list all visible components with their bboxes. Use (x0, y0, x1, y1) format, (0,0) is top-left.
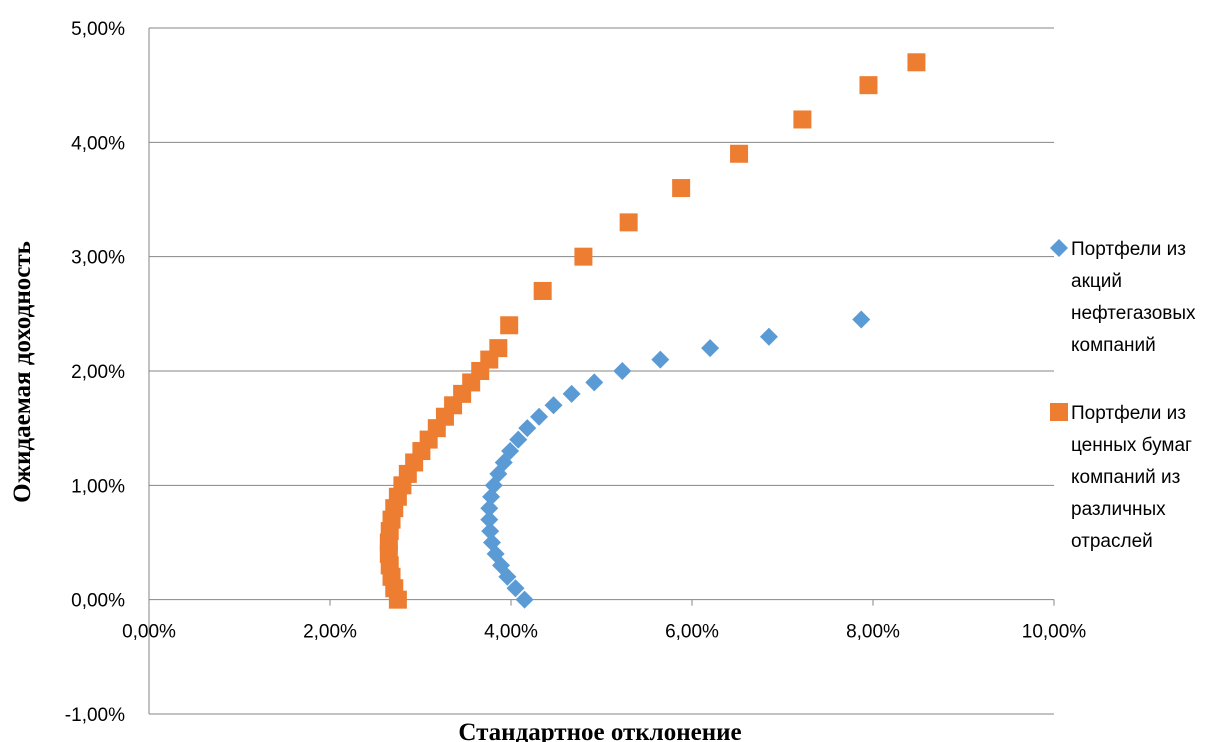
square-point (672, 179, 691, 198)
x-axis-title: Стандартное отклонение (458, 719, 741, 742)
legend-label-line: акций (1071, 271, 1122, 292)
diamond-point (701, 339, 720, 358)
diamond-point (562, 384, 581, 403)
diamond-point (518, 419, 537, 438)
legend-square-marker (1050, 403, 1068, 421)
y-tick-label: -1,00% (65, 705, 125, 726)
diamond-point (585, 373, 604, 392)
y-tick-label: 1,00% (71, 476, 125, 497)
y-tick-label: 5,00% (71, 19, 125, 40)
axes (148, 28, 1055, 714)
diamond-point (506, 579, 525, 598)
x-tick-label: 6,00% (665, 622, 719, 643)
x-tick-label: 4,00% (484, 622, 538, 643)
diamond-point (480, 510, 499, 529)
square-point (500, 316, 519, 335)
gridlines (149, 27, 1054, 715)
diamond-point (852, 310, 871, 329)
legend-label-line: отраслей (1071, 531, 1153, 552)
legend-label-line: различных (1071, 499, 1166, 520)
diamond-point (482, 533, 501, 552)
y-tick-label: 2,00% (71, 362, 125, 383)
diamond-point (481, 522, 500, 541)
legend: Портфели изакцийнефтегазовыхкомпанийПорт… (1050, 239, 1196, 552)
diamond-point (544, 396, 563, 415)
square-point (730, 144, 749, 163)
diamond-point (501, 442, 520, 461)
legend-label-line: Портфели из (1071, 239, 1186, 260)
data-points (379, 53, 926, 609)
square-point (574, 247, 593, 266)
square-point (489, 339, 508, 358)
legend-label-line: компаний из (1071, 467, 1180, 488)
y-axis-title: Ожидаемая доходность (9, 241, 36, 503)
legend-entry-1: Портфели из акций нефтегазовых компаний (1050, 239, 1196, 356)
diamond-point (651, 350, 670, 369)
diamond-point (509, 430, 528, 449)
y-tick-label: 0,00% (71, 591, 125, 612)
legend-label-line: ценных бумаг (1071, 435, 1192, 456)
x-tick-label: 8,00% (846, 622, 900, 643)
y-tick-label: 4,00% (71, 133, 125, 154)
diamond-point (759, 327, 778, 346)
diamond-point (480, 499, 499, 518)
legend-diamond-marker (1050, 239, 1068, 257)
diamond-point (515, 590, 534, 609)
legend-label-line: Портфели из (1071, 403, 1186, 424)
diamond-point (613, 362, 632, 380)
square-point (793, 110, 812, 129)
square-point (619, 213, 638, 232)
legend-label-line: компаний (1071, 335, 1156, 356)
legend-entry-2: Портфели из ценных бумаг компаний из различ… (1050, 403, 1192, 552)
square-point (533, 281, 552, 300)
x-tick-label: 0,00% (122, 622, 176, 643)
square-point (907, 53, 926, 72)
x-tick-labels: 0,00% 2,00% 4,00% 6,00% 8,00% 10,00% (122, 622, 1086, 643)
x-tick-label: 2,00% (303, 622, 357, 643)
x-tick-label: 10,00% (1022, 622, 1087, 643)
y-tick-labels: -1,00% 0,00% 1,00% 2,00% 3,00% 4,00% 5,00% (65, 19, 125, 726)
y-tick-label: 3,00% (71, 248, 125, 269)
series-2 (379, 53, 926, 609)
square-point (859, 76, 878, 95)
series-1 (480, 310, 871, 609)
diamond-point (530, 407, 549, 426)
legend-label-line: нефтегазовых (1071, 303, 1196, 324)
